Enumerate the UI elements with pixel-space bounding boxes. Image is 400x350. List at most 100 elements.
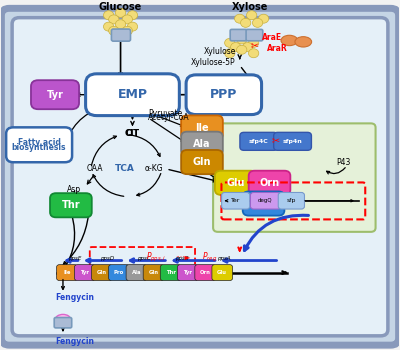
FancyBboxPatch shape xyxy=(31,80,79,109)
Text: Asp: Asp xyxy=(67,184,81,194)
Text: biosynthesis: biosynthesis xyxy=(12,143,66,152)
Circle shape xyxy=(104,22,114,31)
Circle shape xyxy=(236,35,247,44)
Text: EMP: EMP xyxy=(118,88,148,101)
FancyBboxPatch shape xyxy=(181,150,223,174)
Text: Orn: Orn xyxy=(200,270,211,275)
FancyBboxPatch shape xyxy=(12,18,388,336)
Text: P43: P43 xyxy=(336,158,350,167)
Text: ✂: ✂ xyxy=(272,136,280,146)
Text: ppsB: ppsB xyxy=(175,256,189,261)
FancyBboxPatch shape xyxy=(212,265,232,281)
FancyBboxPatch shape xyxy=(126,265,147,281)
FancyBboxPatch shape xyxy=(86,74,179,116)
Text: AraE: AraE xyxy=(262,33,282,42)
Text: Fengycin: Fengycin xyxy=(55,336,94,345)
Text: Fengycin: Fengycin xyxy=(55,293,94,302)
Text: $P_{pps,i}$: $P_{pps,i}$ xyxy=(146,251,166,264)
Text: Pro: Pro xyxy=(114,270,124,275)
FancyBboxPatch shape xyxy=(195,265,216,281)
Circle shape xyxy=(225,38,235,47)
Circle shape xyxy=(240,18,251,27)
FancyBboxPatch shape xyxy=(54,317,72,328)
FancyBboxPatch shape xyxy=(109,265,129,281)
Text: Thr: Thr xyxy=(62,200,80,210)
Text: ppsA: ppsA xyxy=(217,256,231,261)
Text: Glu: Glu xyxy=(226,178,245,188)
Circle shape xyxy=(122,15,132,24)
Ellipse shape xyxy=(295,37,312,47)
Text: Glu: Glu xyxy=(217,270,227,275)
Text: Fatty acid: Fatty acid xyxy=(18,138,60,147)
Text: Xylulose-5P: Xylulose-5P xyxy=(191,58,236,67)
FancyBboxPatch shape xyxy=(177,265,198,281)
Circle shape xyxy=(242,43,253,51)
Text: Ile: Ile xyxy=(63,270,71,275)
FancyBboxPatch shape xyxy=(112,29,130,41)
Text: Xylulose: Xylulose xyxy=(203,47,236,56)
Circle shape xyxy=(252,18,263,27)
FancyBboxPatch shape xyxy=(278,193,304,209)
FancyBboxPatch shape xyxy=(246,29,263,41)
FancyBboxPatch shape xyxy=(186,75,262,114)
Ellipse shape xyxy=(56,314,70,324)
FancyBboxPatch shape xyxy=(215,171,257,195)
Text: Tyr: Tyr xyxy=(183,270,192,275)
FancyBboxPatch shape xyxy=(160,265,181,281)
Circle shape xyxy=(246,11,257,20)
Text: PPP: PPP xyxy=(210,88,238,101)
Text: ····►: ····► xyxy=(175,253,190,261)
Text: OAA: OAA xyxy=(86,164,103,174)
Circle shape xyxy=(127,11,138,20)
Circle shape xyxy=(115,8,126,17)
FancyBboxPatch shape xyxy=(1,8,399,345)
Circle shape xyxy=(115,20,126,29)
FancyBboxPatch shape xyxy=(230,29,247,41)
Text: $P_{reg}$: $P_{reg}$ xyxy=(202,251,217,264)
Text: sfp4n: sfp4n xyxy=(283,139,302,144)
Text: TCA: TCA xyxy=(114,164,134,174)
Text: sfp: sfp xyxy=(287,198,296,203)
FancyBboxPatch shape xyxy=(181,132,223,156)
Circle shape xyxy=(127,22,138,31)
FancyBboxPatch shape xyxy=(249,171,290,195)
FancyBboxPatch shape xyxy=(250,193,281,209)
FancyBboxPatch shape xyxy=(92,265,112,281)
FancyBboxPatch shape xyxy=(74,265,95,281)
FancyBboxPatch shape xyxy=(222,193,250,209)
Text: Orn: Orn xyxy=(260,178,280,188)
Text: Tyr: Tyr xyxy=(46,90,64,100)
Circle shape xyxy=(248,38,259,47)
Text: Gln: Gln xyxy=(97,270,107,275)
Text: Ter: Ter xyxy=(231,198,240,203)
FancyBboxPatch shape xyxy=(243,191,284,216)
Text: Thr: Thr xyxy=(166,270,176,275)
FancyBboxPatch shape xyxy=(274,132,312,150)
Text: Glucose: Glucose xyxy=(99,2,142,12)
Circle shape xyxy=(258,14,269,23)
FancyBboxPatch shape xyxy=(50,193,92,217)
Circle shape xyxy=(230,43,241,51)
Text: degQ: degQ xyxy=(258,198,273,203)
Text: Xylose: Xylose xyxy=(232,2,268,12)
Circle shape xyxy=(109,15,119,24)
Text: Acetyl-CoA: Acetyl-CoA xyxy=(148,113,190,122)
Text: Ile: Ile xyxy=(195,122,209,133)
Circle shape xyxy=(225,49,235,58)
Circle shape xyxy=(109,26,119,35)
Text: ppsC: ppsC xyxy=(138,256,151,261)
Circle shape xyxy=(104,11,114,20)
FancyBboxPatch shape xyxy=(57,265,77,281)
Text: Tyr: Tyr xyxy=(80,270,89,275)
Text: Pro: Pro xyxy=(254,198,273,209)
Text: AraR: AraR xyxy=(267,44,288,53)
Circle shape xyxy=(248,49,259,58)
Text: ✂: ✂ xyxy=(250,40,258,50)
FancyBboxPatch shape xyxy=(181,116,223,140)
Text: sfp4C: sfp4C xyxy=(249,139,269,144)
Text: ppsE: ppsE xyxy=(68,256,82,261)
FancyBboxPatch shape xyxy=(6,127,72,162)
Text: α-KG: α-KG xyxy=(145,164,164,174)
Text: Pyruvate: Pyruvate xyxy=(148,108,183,118)
Text: ppsD: ppsD xyxy=(100,256,114,261)
